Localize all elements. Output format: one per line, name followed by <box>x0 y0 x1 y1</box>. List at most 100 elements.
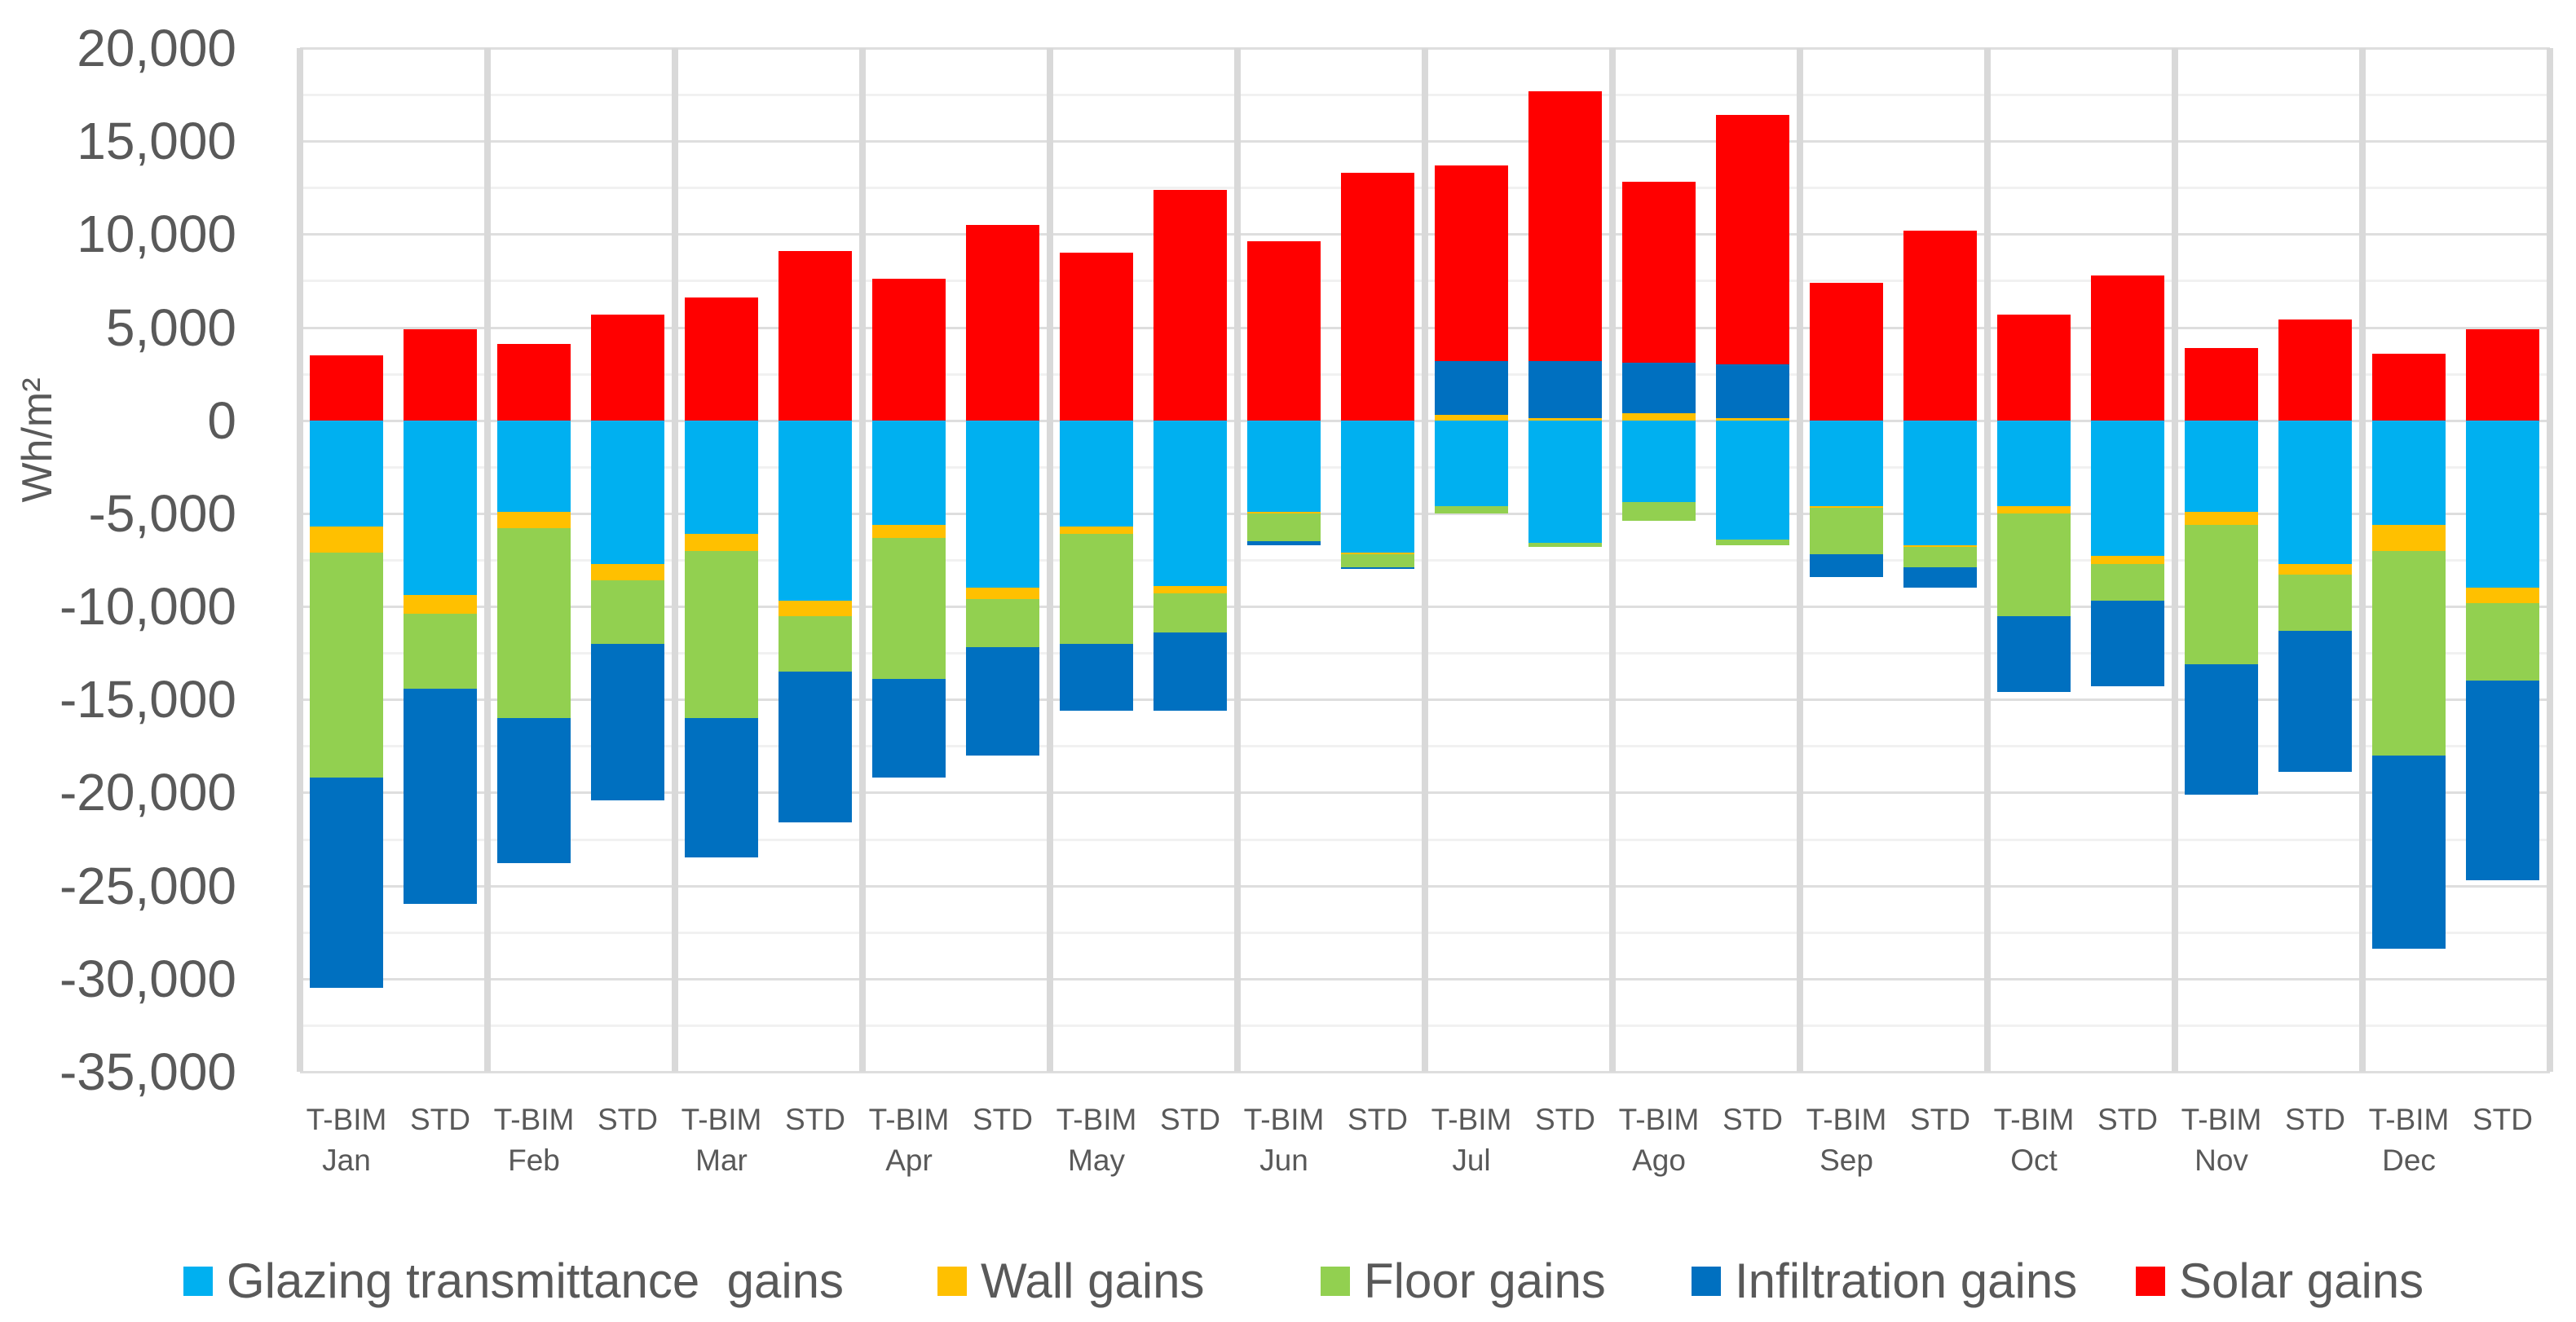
bar-segment-floor <box>497 528 571 719</box>
x-month-label: Dec <box>2382 1144 2436 1177</box>
bar-segment-wall <box>779 601 852 616</box>
category-separator <box>672 48 678 1072</box>
x-month-label: Nov <box>2194 1144 2248 1177</box>
y-tick-label: 15,000 <box>77 112 236 171</box>
legend-label: Infiltration gains <box>1735 1254 2078 1308</box>
y-tick-label: -5,000 <box>88 483 236 543</box>
bar-segment-solar <box>1247 241 1321 421</box>
x-variant-label: T-BIM <box>1618 1103 1700 1136</box>
y-tick-label: -30,000 <box>59 949 236 1008</box>
y-tick-label: 0 <box>207 390 236 450</box>
bar-segment-glazing <box>1716 420 1789 540</box>
x-month-label: May <box>1068 1144 1125 1177</box>
x-variant-label: T-BIM <box>493 1103 575 1136</box>
y-tick-label: 5,000 <box>105 297 236 357</box>
y-tick-label: -25,000 <box>59 856 236 915</box>
bar-segment-floor <box>404 614 477 689</box>
x-variant-label: STD <box>2097 1103 2158 1136</box>
bar-segment-glazing <box>310 420 383 527</box>
bar-segment-infiltration <box>404 688 477 905</box>
category-separator <box>1797 48 1803 1072</box>
bar-segment-glazing <box>1997 420 2071 506</box>
bar-segment-floor <box>872 537 946 680</box>
category-separator <box>859 48 866 1072</box>
y-tick-label: 20,000 <box>77 19 236 77</box>
bar-segment-wall <box>1153 585 1227 594</box>
x-variant-label: STD <box>1535 1103 1595 1136</box>
bar-segment-infiltration <box>1997 615 2071 693</box>
legend-swatch-floor <box>1321 1267 1350 1296</box>
bar-segment-floor <box>1716 539 1789 545</box>
legend-item-solar: Solar gains <box>2136 1253 2576 1310</box>
bar-segment-glazing <box>2372 420 2446 525</box>
bar-segment-glazing <box>2278 420 2352 564</box>
bar-segment-infiltration <box>2278 630 2352 773</box>
bar-segment-glazing <box>685 420 758 535</box>
bar-segment-wall <box>497 511 571 529</box>
legend-swatch-glazing <box>183 1267 213 1296</box>
bar-segment-glazing <box>404 420 477 596</box>
x-variant-label: T-BIM <box>1243 1103 1325 1136</box>
category-separator <box>1047 48 1053 1072</box>
bar-segment-floor <box>1341 554 1414 568</box>
bar-segment-wall <box>1810 505 1883 509</box>
legend-swatch-infiltration <box>1692 1267 1721 1296</box>
bar-segment-infiltration <box>2372 755 2446 950</box>
x-variant-label: T-BIM <box>1431 1103 1512 1136</box>
bar-segment-glazing <box>497 420 571 512</box>
bar-segment-wall <box>591 563 664 581</box>
bar-segment-glazing <box>1060 420 1133 527</box>
bar-segment-solar <box>310 355 383 421</box>
x-variant-label: T-BIM <box>1806 1103 1887 1136</box>
bar-segment-wall <box>1997 505 2071 513</box>
bar-segment-infiltration <box>1153 632 1227 711</box>
bar-segment-solar <box>1716 115 1789 365</box>
bar-segment-infiltration <box>1435 360 1508 415</box>
bar-segment-wall <box>685 534 758 551</box>
category-separator <box>1422 48 1428 1072</box>
bar-segment-wall <box>1247 511 1321 513</box>
bar-segment-wall <box>1341 552 1414 555</box>
bar-segment-floor <box>1435 505 1508 513</box>
bar-segment-infiltration <box>2091 601 2164 687</box>
bar-segment-solar <box>1997 314 2071 421</box>
bar-segment-glazing <box>1153 420 1227 586</box>
bar-segment-infiltration <box>591 643 664 800</box>
bar-segment-infiltration <box>2466 681 2539 880</box>
major-gridline <box>300 1071 2550 1073</box>
bar-segment-glazing <box>1622 420 1696 503</box>
bar-segment-solar <box>1060 253 1133 421</box>
bar-segment-floor <box>2466 602 2539 681</box>
x-variant-label: STD <box>598 1103 658 1136</box>
x-month-label: Apr <box>885 1144 933 1177</box>
bar-segment-wall <box>2372 524 2446 551</box>
x-variant-label: STD <box>2472 1103 2533 1136</box>
legend-item-glazing: Glazing transmittance gains <box>183 1253 844 1310</box>
legend-swatch-solar <box>2136 1267 2165 1296</box>
bar-segment-glazing <box>966 420 1039 588</box>
x-month-label: Jan <box>322 1144 371 1177</box>
bar-segment-solar <box>591 314 664 421</box>
x-month-label: Oct <box>2010 1144 2058 1177</box>
legend-item-infiltration: Infiltration gains <box>1692 1253 2344 1310</box>
bar-segment-solar <box>2372 353 2446 421</box>
bar-segment-floor <box>1997 513 2071 616</box>
legend-item-floor: Floor gains <box>1321 1253 1973 1310</box>
y-tick-label: -20,000 <box>59 763 236 822</box>
bar-segment-floor <box>685 550 758 719</box>
bar-segment-infiltration <box>1528 360 1602 419</box>
bar-segment-glazing <box>1341 420 1414 553</box>
bar-segment-wall <box>1716 418 1789 421</box>
bar-segment-floor <box>1153 593 1227 633</box>
category-separator <box>2172 48 2178 1072</box>
bar-segment-solar <box>685 297 758 421</box>
bar-segment-wall <box>1903 544 1977 547</box>
bar-segment-floor <box>1060 534 1133 644</box>
bar-segment-solar <box>2091 275 2164 421</box>
x-variant-label: T-BIM <box>2368 1103 2450 1136</box>
bar-segment-glazing <box>872 420 946 525</box>
bar-segment-glazing <box>1435 420 1508 506</box>
bar-segment-solar <box>2185 347 2258 421</box>
bar-segment-infiltration <box>310 778 383 989</box>
bar-segment-glazing <box>1528 420 1602 544</box>
